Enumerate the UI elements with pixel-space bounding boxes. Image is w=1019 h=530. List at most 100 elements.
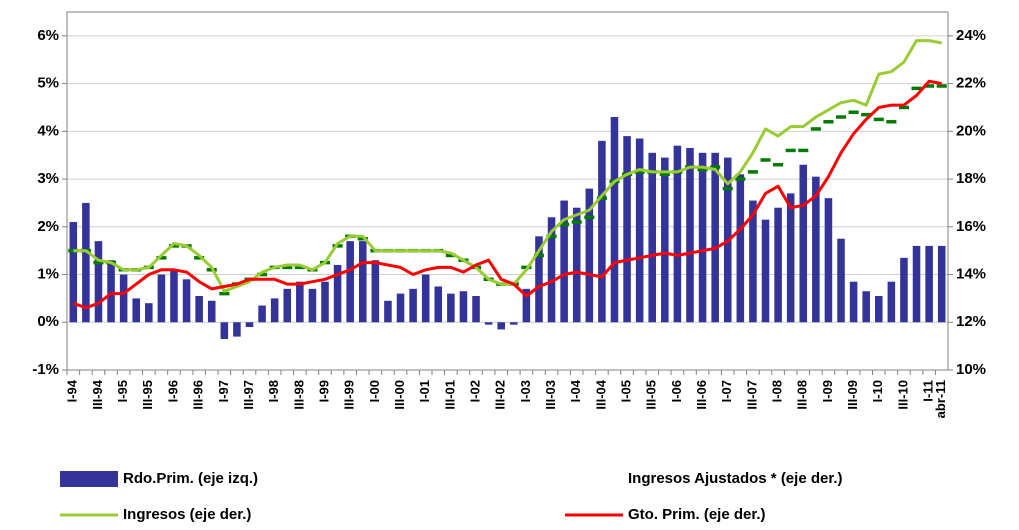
x-tick-label: III-98 bbox=[291, 380, 306, 410]
x-tick-label: I-01 bbox=[417, 380, 432, 402]
bar bbox=[887, 281, 896, 323]
bar bbox=[145, 303, 153, 323]
y-tick-label: 5% bbox=[37, 75, 59, 92]
bar bbox=[258, 305, 266, 323]
x-tick-label: I-97 bbox=[216, 380, 231, 402]
bar bbox=[119, 274, 128, 323]
x-tick-label: III-08 bbox=[795, 380, 810, 410]
bar bbox=[497, 322, 505, 330]
bar bbox=[396, 293, 405, 323]
y-tick-label: 2% bbox=[37, 218, 59, 235]
x-tick-label: I-03 bbox=[518, 380, 533, 402]
bar bbox=[749, 200, 757, 323]
bar bbox=[195, 296, 203, 323]
bar bbox=[925, 245, 933, 323]
line bbox=[72, 79, 942, 310]
x-tick-label: III-04 bbox=[593, 379, 608, 409]
legend-label: Ingresos Ajustados * (eje der.) bbox=[628, 470, 843, 487]
x-tick-label: I-96 bbox=[165, 380, 180, 402]
bar bbox=[321, 281, 329, 323]
bar bbox=[371, 260, 380, 323]
bar bbox=[572, 207, 581, 323]
bar bbox=[459, 291, 468, 323]
x-tick-label: III-97 bbox=[241, 380, 256, 410]
bar bbox=[421, 274, 430, 323]
bar bbox=[182, 279, 191, 323]
bar bbox=[308, 288, 317, 323]
bar bbox=[711, 152, 719, 323]
x-tick-label: I-04 bbox=[568, 379, 583, 402]
bar bbox=[635, 138, 644, 323]
line bbox=[73, 39, 942, 293]
bar bbox=[157, 274, 166, 323]
x-tick-label: I-99 bbox=[316, 380, 331, 402]
bar bbox=[296, 281, 304, 323]
x-tick-label: III-03 bbox=[543, 380, 558, 410]
bar bbox=[623, 136, 631, 323]
y-tick-label: 6% bbox=[37, 27, 59, 44]
x-tick-label: III-99 bbox=[342, 380, 357, 410]
bar bbox=[560, 200, 568, 323]
bar bbox=[673, 145, 682, 323]
bar bbox=[661, 157, 669, 323]
bar bbox=[786, 193, 795, 323]
x-tick-label: III-94 bbox=[90, 379, 105, 409]
bar bbox=[510, 322, 518, 325]
y2-tick-label: 16% bbox=[956, 218, 986, 235]
bar bbox=[207, 300, 216, 323]
bar bbox=[82, 202, 90, 323]
bar bbox=[94, 241, 103, 323]
x-tick-label: I-98 bbox=[266, 380, 281, 402]
bar bbox=[283, 288, 292, 323]
x-tick-label: III-01 bbox=[442, 380, 457, 410]
legend-swatch bbox=[60, 471, 118, 487]
bar bbox=[937, 245, 946, 323]
x-tick-label: III-05 bbox=[644, 380, 659, 410]
bar bbox=[409, 288, 417, 323]
y-tick-label: 4% bbox=[37, 122, 59, 139]
bar bbox=[585, 188, 594, 323]
bar bbox=[233, 322, 241, 337]
x-tick-label: I-95 bbox=[115, 380, 130, 402]
x-tick-label: III-10 bbox=[895, 380, 910, 410]
x-tick-label: III-07 bbox=[744, 380, 759, 410]
x-tick-label: I-10 bbox=[870, 380, 885, 402]
bar bbox=[220, 322, 229, 339]
bar bbox=[648, 152, 657, 323]
bar bbox=[170, 269, 178, 323]
y-tick-label: -1% bbox=[32, 361, 59, 378]
bar bbox=[774, 207, 782, 323]
bar bbox=[912, 245, 921, 323]
bar bbox=[761, 219, 770, 323]
bar bbox=[107, 260, 115, 323]
y2-tick-label: 18% bbox=[956, 170, 986, 187]
bar bbox=[522, 288, 531, 323]
x-tick-label: III-02 bbox=[493, 380, 508, 410]
bar bbox=[598, 140, 606, 323]
x-tick-label: I-11 bbox=[921, 380, 936, 402]
x-tick-label: I-08 bbox=[770, 380, 785, 402]
bar bbox=[270, 298, 279, 323]
bar bbox=[358, 241, 367, 323]
bar bbox=[900, 257, 908, 323]
bar bbox=[434, 286, 443, 323]
y-tick-label: 0% bbox=[37, 313, 59, 330]
bar bbox=[610, 117, 619, 323]
bar bbox=[535, 236, 543, 323]
x-tick-label: I-09 bbox=[820, 380, 835, 402]
x-tick-label: III-95 bbox=[140, 380, 155, 410]
y2-tick-label: 24% bbox=[956, 27, 986, 44]
bar bbox=[547, 217, 556, 323]
bar bbox=[384, 300, 392, 323]
x-tick-label: I-07 bbox=[719, 380, 734, 402]
y-tick-label: 1% bbox=[37, 266, 59, 283]
x-tick-label: I-06 bbox=[669, 380, 684, 402]
bar bbox=[837, 238, 845, 323]
x-tick-label: I-05 bbox=[619, 380, 634, 402]
x-tick-label: abr-11 bbox=[933, 380, 948, 418]
bar bbox=[346, 241, 354, 323]
x-tick-label: I-94 bbox=[65, 379, 80, 402]
bar bbox=[686, 148, 694, 323]
y2-tick-label: 10% bbox=[956, 361, 986, 378]
